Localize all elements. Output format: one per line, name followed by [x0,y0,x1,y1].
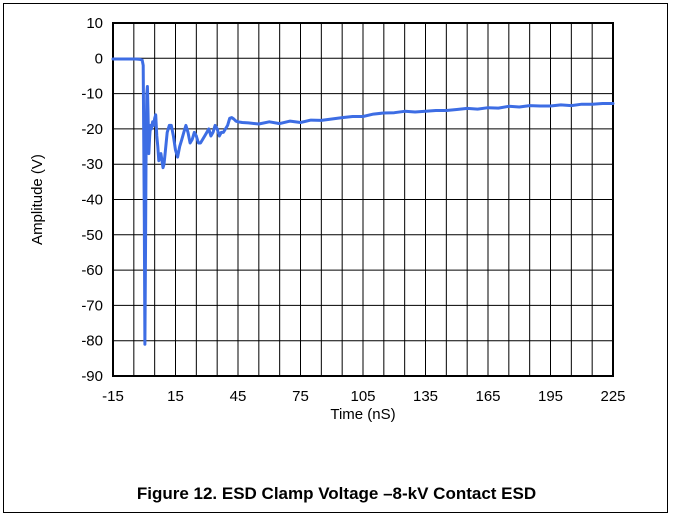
y-tick-label: -40 [81,192,103,209]
x-axis-ticks: -15 15 45 75 105 135 165 195 225 [102,388,625,405]
y-tick-label: -10 [81,86,103,103]
x-tick-label: 15 [167,388,184,405]
y-tick-label: -90 [81,368,103,385]
y-tick-label: -20 [81,121,103,138]
y-tick-label: -30 [81,156,103,173]
x-tick-label: -15 [102,388,124,405]
figure-caption: Figure 12. ESD Clamp Voltage –8-kV Conta… [136,484,537,503]
y-axis-ticks: 10 0 -10 -20 -30 -40 -50 -60 -70 -80 -90 [81,15,103,385]
y-tick-label: 0 [95,50,103,67]
x-tick-label: 135 [413,388,438,405]
x-tick-label: 195 [538,388,563,405]
esd-clamp-chart: -15 15 45 75 105 135 165 195 225 10 0 -10 -20 -30 -40… [29,15,626,423]
x-tick-label: 45 [230,388,247,405]
x-tick-label: 105 [350,388,375,405]
x-axis-label: Time (nS) [330,406,395,423]
x-tick-label: 225 [600,388,625,405]
x-tick-label: 165 [475,388,500,405]
series-line [111,57,615,346]
figure-frame [3,3,668,513]
y-tick-label: -50 [81,227,103,244]
x-tick-label: 75 [292,388,309,405]
plot-area [112,22,614,377]
y-tick-label: 10 [86,15,103,32]
y-axis-label: Amplitude (V) [29,154,46,245]
y-tick-label: -70 [81,297,103,314]
y-tick-label: -80 [81,333,103,350]
y-tick-label: -60 [81,262,103,279]
grid [113,23,613,376]
